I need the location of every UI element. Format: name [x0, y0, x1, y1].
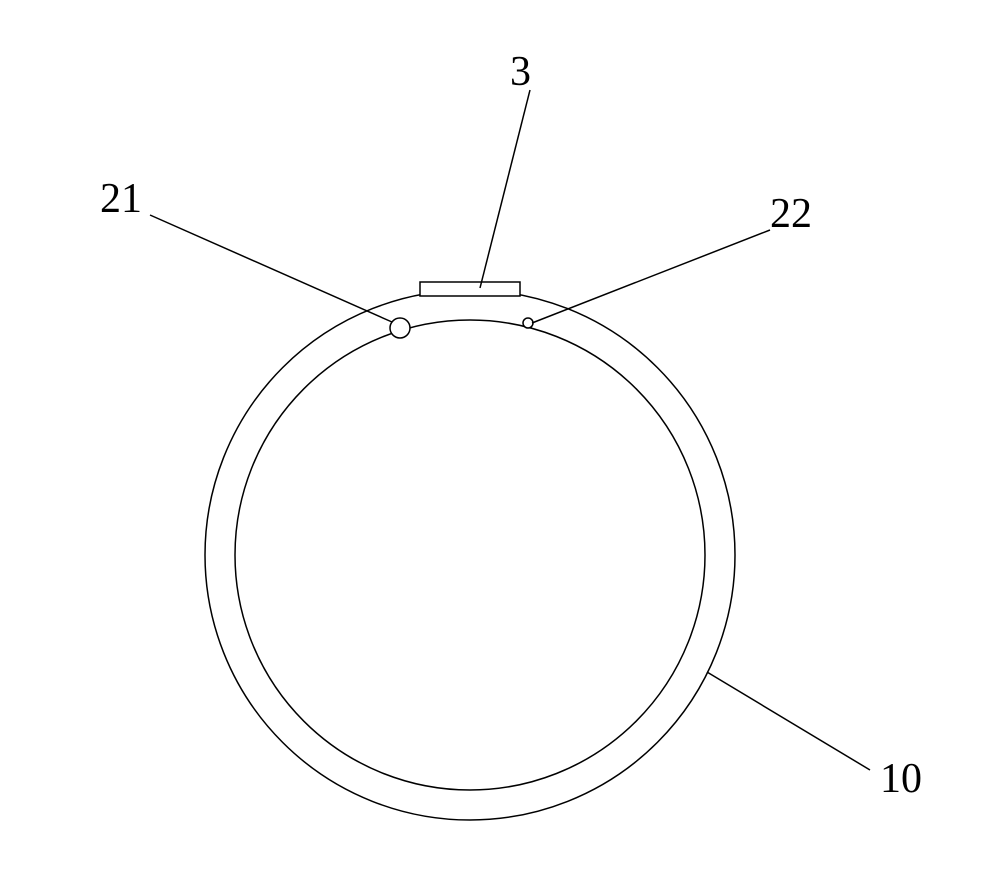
label-22: 22: [770, 190, 812, 238]
leader-3: [480, 90, 530, 288]
leader-22: [532, 230, 770, 323]
outer-ring: [205, 290, 735, 820]
leader-10: [707, 672, 870, 770]
diagram-svg: [0, 0, 1000, 873]
tab-3: [420, 282, 520, 296]
inner-ring: [235, 320, 705, 790]
label-21: 21: [100, 175, 142, 223]
label-3: 3: [510, 48, 531, 96]
circle-22: [523, 318, 533, 328]
label-10: 10: [880, 755, 922, 803]
circle-21: [390, 318, 410, 338]
diagram-container: 3 21 22 10: [0, 0, 1000, 873]
leader-21: [150, 215, 392, 322]
